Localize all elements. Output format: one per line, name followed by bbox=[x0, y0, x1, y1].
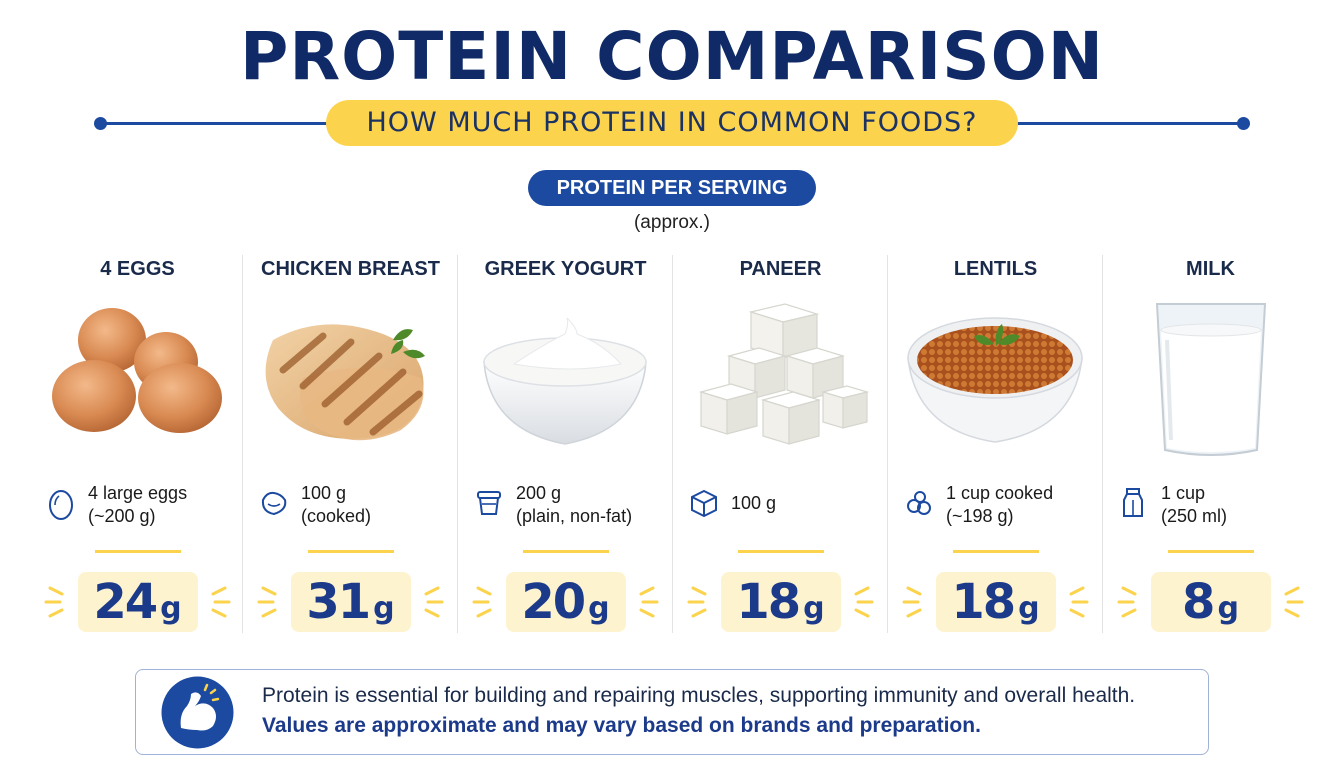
value-underline bbox=[952, 550, 1039, 553]
egg-icon bbox=[49, 490, 73, 520]
column-divider bbox=[672, 255, 673, 633]
protein-unit: g bbox=[373, 591, 395, 626]
protein-number: 31 bbox=[306, 574, 371, 630]
highlight-rays bbox=[257, 586, 444, 618]
serving-pill: PROTEIN PER SERVING bbox=[528, 170, 816, 206]
column-divider bbox=[1102, 255, 1103, 633]
serving-line-1: 1 cup cooked bbox=[946, 483, 1054, 503]
column-divider bbox=[242, 255, 243, 633]
protein-value: 31 g bbox=[290, 572, 411, 632]
protein-number: 18 bbox=[951, 574, 1016, 630]
serving-line-2: (cooked) bbox=[301, 506, 372, 526]
food-name: PANEER bbox=[739, 258, 822, 280]
serving-line-1: 4 large eggs bbox=[88, 483, 188, 503]
food-card-lentils: LENTILS 1 cup cooked (~198 g) 18 g bbox=[888, 252, 1103, 634]
protein-unit: g bbox=[803, 591, 825, 626]
subtitle-rule-left bbox=[100, 122, 332, 125]
greek-yogurt-image bbox=[483, 317, 647, 445]
serving-line-2: (~198 g) bbox=[946, 506, 1014, 526]
value-underline bbox=[522, 550, 609, 553]
subtitle-rule-right bbox=[1012, 122, 1244, 125]
subtitle-dot-right bbox=[1237, 117, 1250, 130]
lentils-image bbox=[907, 317, 1083, 443]
highlight-rays bbox=[472, 586, 659, 618]
cube-icon bbox=[691, 489, 717, 518]
serving-info: 1 cup (250 ml) bbox=[1117, 482, 1317, 532]
protein-value: 18 g bbox=[720, 572, 841, 632]
flexed-arm-icon bbox=[161, 676, 234, 749]
food-name: MILK bbox=[1186, 258, 1235, 280]
highlight-rays bbox=[1117, 586, 1304, 618]
food-card-paneer: PANEER 100 g bbox=[673, 252, 888, 634]
column-divider bbox=[887, 255, 888, 633]
subtitle-banner: HOW MUCH PROTEIN IN COMMON FOODS? bbox=[326, 100, 1018, 146]
serving-line-1: 100 g bbox=[301, 483, 347, 503]
serving-info: 200 g (plain, non-fat) bbox=[472, 482, 672, 532]
protein-number: 24 bbox=[93, 574, 158, 630]
page-title: PROTEIN COMPARISON bbox=[239, 18, 1105, 95]
serving-info: 4 large eggs (~200 g) bbox=[44, 482, 244, 532]
chicken-breast-image bbox=[265, 324, 425, 441]
eggs-image bbox=[52, 308, 222, 433]
approx-note: (approx.) bbox=[633, 212, 711, 233]
food-name: LENTILS bbox=[953, 258, 1038, 280]
highlight-rays bbox=[687, 586, 874, 618]
serving-line-1: 200 g bbox=[516, 483, 562, 503]
protein-number: 18 bbox=[736, 574, 801, 630]
serving-line-2: (~200 g) bbox=[88, 506, 156, 526]
milk-carton-icon bbox=[1123, 488, 1143, 517]
column-divider bbox=[457, 255, 458, 633]
highlight-rays bbox=[902, 586, 1089, 618]
protein-unit: g bbox=[588, 591, 610, 626]
protein-value: 18 g bbox=[935, 572, 1056, 632]
serving-line-2: (250 ml) bbox=[1161, 506, 1228, 526]
food-card-greek-yogurt: GREEK YOGURT 200 g (plain, non-fat) 20 g bbox=[458, 252, 673, 634]
note-line-1: Protein is essential for building and re… bbox=[262, 684, 1136, 707]
serving-info: 100 g bbox=[687, 482, 887, 532]
protein-number: 8 bbox=[1182, 574, 1215, 630]
serving-line-1: 1 cup bbox=[1161, 483, 1206, 503]
serving-line-1: 100 g bbox=[731, 493, 777, 513]
food-name: CHICKEN BREAST bbox=[261, 258, 440, 280]
paneer-image bbox=[698, 303, 870, 445]
food-card-eggs: 4 EGGS 4 large eggs (~200 g) 24 g bbox=[30, 252, 245, 634]
value-underline bbox=[1167, 550, 1254, 553]
protein-unit: g bbox=[1217, 591, 1239, 626]
yogurt-cup-icon bbox=[477, 491, 501, 515]
serving-info: 100 g (cooked) bbox=[257, 482, 457, 532]
protein-unit: g bbox=[1018, 591, 1040, 626]
value-underline bbox=[307, 550, 394, 553]
protein-unit: g bbox=[160, 591, 182, 626]
protein-number: 20 bbox=[521, 574, 586, 630]
milk-glass-image bbox=[1155, 303, 1267, 456]
highlight-rays bbox=[44, 586, 231, 618]
food-card-chicken-breast: CHICKEN BREAST 100 g (cooked) bbox=[243, 252, 458, 634]
protein-value: 24 g bbox=[77, 572, 198, 632]
protein-value: 20 g bbox=[505, 572, 626, 632]
value-underline bbox=[737, 550, 824, 553]
lentils-icon bbox=[907, 491, 931, 515]
note-line-2: Values are approximate and may vary base… bbox=[262, 714, 981, 737]
subtitle-dot-left bbox=[94, 117, 107, 130]
serving-info: 1 cup cooked (~198 g) bbox=[902, 482, 1102, 532]
food-name: 4 EGGS bbox=[100, 258, 175, 280]
food-name: GREEK YOGURT bbox=[484, 258, 647, 280]
value-underline bbox=[94, 550, 181, 553]
info-note: Protein is essential for building and re… bbox=[135, 669, 1209, 755]
chicken-icon bbox=[261, 491, 287, 516]
serving-line-2: (plain, non-fat) bbox=[516, 506, 633, 526]
